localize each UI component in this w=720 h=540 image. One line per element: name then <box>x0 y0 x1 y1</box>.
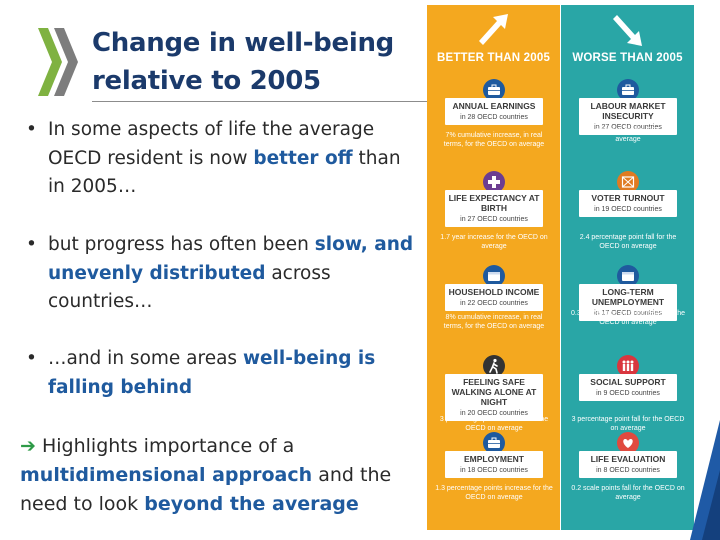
bullet-text: than in 2005… <box>48 147 401 198</box>
indicator-change-note: 3 percentage point increase for the OECD… <box>439 416 549 432</box>
indicator-country-count: in 17 OECD countries <box>594 310 662 317</box>
bullet-dot: • <box>26 348 37 369</box>
wallet-icon <box>617 265 639 287</box>
wallet-icon <box>483 265 505 287</box>
walking-person-icon <box>483 355 505 377</box>
indicator-card: LABOUR MARKET INSECURITY in 27 OECD count… <box>579 98 677 135</box>
indicator-country-count: in 27 OECD countries <box>594 124 662 131</box>
oecd-logo-chevrons-icon <box>38 28 78 96</box>
indicator-card: LONG-TERM UNEMPLOYMENT in 17 OECD countri… <box>579 284 677 321</box>
ballot-icon <box>617 171 639 193</box>
indicator-card: VOTER TURNOUT in 19 OECD countries <box>579 190 677 217</box>
arrow-right-icon: ➔ <box>20 435 36 457</box>
bullet-dot: • <box>26 234 37 255</box>
indicator-change-note: 0.3 percentage point increase for the OE… <box>570 310 686 326</box>
bullet-text: In some aspects of life the average OECD… <box>48 119 375 169</box>
indicator-name: LIFE EXPECTANCY AT BIRTH <box>448 193 540 213</box>
indicator-change-note: 1.7 year increase for the OECD on averag… <box>440 234 548 250</box>
bullet-item-3: • …and in some areas well-being is falli… <box>20 345 420 402</box>
briefcase-icon <box>483 79 505 101</box>
indicator-country-count: in 8 OECD countries <box>596 467 660 474</box>
indicator-country-count: in 18 OECD countries <box>460 467 528 474</box>
medical-cross-icon <box>483 171 505 193</box>
indicator-name: EMPLOYMENT <box>464 454 524 464</box>
indicator-name: LIFE EVALUATION <box>590 454 666 464</box>
indicator-change-note: 33% increase for the OECD on average <box>579 127 677 143</box>
people-icon <box>617 355 639 377</box>
indicator-name: LONG-TERM UNEMPLOYMENT <box>591 287 665 307</box>
indicator-country-count: in 20 OECD countries <box>460 410 528 417</box>
indicator-country-count: in 27 OECD countries <box>460 216 528 223</box>
indicator-change-note: 2.4 percentage point fall for the OECD o… <box>579 234 677 250</box>
arrow-up-right-icon <box>479 14 508 45</box>
conclusion-text: ➔ Highlights importance of a multidimens… <box>20 432 415 519</box>
bullet-highlight: slow, and unevenly distributed <box>48 234 414 284</box>
indicator-name: VOTER TURNOUT <box>591 193 665 203</box>
indicator-country-count: in 19 OECD countries <box>594 206 662 213</box>
conclusion-part: Highlights importance of a <box>35 435 295 457</box>
bullet-highlight: better off <box>253 147 353 169</box>
bullet-text: but progress has often been <box>48 234 315 255</box>
indicator-change-note: 8% cumulative increase, in real terms, f… <box>443 314 545 330</box>
indicator-card: ANNUAL EARNINGS in 28 OECD countries <box>445 98 543 125</box>
indicator-name: LABOUR MARKET INSECURITY <box>590 101 666 121</box>
indicator-country-count: in 28 OECD countries <box>460 114 528 121</box>
conclusion-highlight: beyond the average <box>144 493 359 515</box>
worse-than-2005-column: WORSE THAN 2005 LABOUR MARKET INSECURITY… <box>561 5 694 530</box>
title-line-2: relative to 2005 <box>92 66 321 96</box>
indicator-card: LIFE EVALUATION in 8 OECD countries <box>579 451 677 478</box>
indicator-country-count: in 9 OECD countries <box>596 390 660 397</box>
indicator-name: SOCIAL SUPPORT <box>590 377 666 387</box>
indicator-change-note: 7% cumulative increase, in real terms, f… <box>443 132 545 148</box>
worse-column-header: WORSE THAN 2005 <box>572 52 683 64</box>
page-title: Change in well-being relative to 2005 <box>92 24 394 100</box>
title-divider <box>92 101 430 102</box>
better-than-2005-column: BETTER THAN 2005 ANNUAL EARNINGS in 28 OE… <box>427 5 560 530</box>
indicator-name: FEELING SAFE WALKING ALONE AT NIGHT <box>451 377 537 407</box>
title-line-1: Change in well-being <box>92 28 394 58</box>
bullet-highlight: well-being is falling behind <box>48 348 376 398</box>
bullet-text: …and in some areas <box>48 348 243 369</box>
briefcase-icon <box>483 432 505 454</box>
indicator-card: HOUSEHOLD INCOME in 22 OECD countries <box>445 284 543 311</box>
decorative-corner-shape <box>690 420 720 540</box>
indicator-card: LIFE EXPECTANCY AT BIRTH in 27 OECD count… <box>445 190 543 227</box>
indicator-change-note: 3 percentage point fall for the OECD on … <box>571 416 685 432</box>
bullet-item-2: • but progress has often been slow, and … <box>20 231 420 317</box>
arrow-down-right-icon <box>613 15 642 46</box>
wellbeing-infographic: BETTER THAN 2005 ANNUAL EARNINGS in 28 OE… <box>427 5 694 530</box>
indicator-name: HOUSEHOLD INCOME <box>448 287 540 297</box>
bullet-text: across countries… <box>48 262 331 313</box>
conclusion-highlight: multidimensional approach <box>20 464 313 486</box>
bullet-dot: • <box>26 119 37 140</box>
indicator-change-note: 1.3 percentage points increase for the O… <box>435 485 553 501</box>
indicator-card: EMPLOYMENT in 18 OECD countries <box>445 451 543 478</box>
indicator-card: SOCIAL SUPPORT in 9 OECD countries <box>579 374 677 401</box>
heart-icon <box>617 432 639 454</box>
indicator-card: FEELING SAFE WALKING ALONE AT NIGHT in 20… <box>445 374 543 421</box>
conclusion-part: and the need to look <box>20 464 392 515</box>
indicator-change-note: 0.2 scale points fall for the OECD on av… <box>571 485 685 501</box>
better-column-header: BETTER THAN 2005 <box>436 52 551 64</box>
bullet-item-1: • In some aspects of life the average OE… <box>20 116 420 202</box>
indicator-name: ANNUAL EARNINGS <box>452 101 536 111</box>
briefcase-icon <box>617 79 639 101</box>
indicator-country-count: in 22 OECD countries <box>460 300 528 307</box>
